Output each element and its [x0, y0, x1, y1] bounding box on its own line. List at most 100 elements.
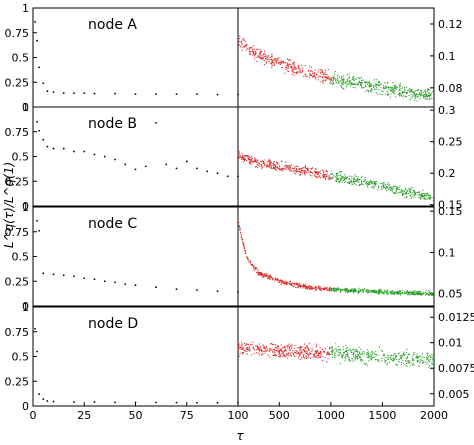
right-data-point	[256, 352, 258, 354]
node-label: node D	[88, 316, 138, 332]
right-data-point	[316, 176, 318, 178]
right-data-point	[373, 185, 375, 187]
right-data-point	[242, 154, 244, 157]
right-data-point	[284, 348, 286, 350]
right-data-point	[344, 291, 347, 293]
right-data-point	[348, 76, 350, 78]
right-y-tick-label: 0.05	[438, 288, 463, 301]
right-data-point	[239, 346, 241, 349]
right-data-point	[250, 263, 252, 266]
node-label: node C	[88, 216, 137, 232]
right-data-point	[317, 354, 320, 357]
right-data-point	[346, 176, 348, 178]
right-data-point	[304, 348, 306, 350]
right-data-point	[339, 352, 341, 354]
right-data-point	[412, 91, 414, 94]
right-data-point	[252, 160, 254, 162]
right-data-point	[423, 357, 425, 359]
right-data-point	[368, 180, 370, 183]
right-data-point	[346, 352, 349, 354]
right-data-point	[387, 94, 389, 97]
right-data-point	[309, 285, 311, 287]
right-data-point	[355, 356, 357, 358]
right-data-point	[347, 355, 349, 358]
right-data-point	[359, 355, 361, 357]
right-data-point	[372, 186, 374, 188]
right-data-point	[403, 91, 405, 94]
right-data-point	[396, 290, 399, 293]
right-data-point	[278, 282, 280, 284]
right-data-point	[304, 165, 307, 168]
right-data-point	[304, 351, 307, 353]
right-data-point	[413, 190, 415, 192]
right-data-point	[403, 351, 405, 353]
right-data-point	[309, 65, 311, 67]
right-data-point	[341, 181, 343, 183]
right-data-point	[293, 68, 295, 71]
right-x-tick-label: 100	[228, 409, 249, 422]
right-data-point	[431, 294, 433, 296]
right-data-point	[276, 62, 278, 64]
left-data-point	[93, 92, 96, 95]
right-data-point	[301, 349, 303, 352]
right-data-point	[428, 290, 430, 292]
right-data-point	[351, 83, 353, 85]
right-data-point	[281, 61, 283, 63]
right-data-point	[260, 160, 262, 162]
right-data-point	[394, 358, 396, 360]
right-data-point	[262, 275, 265, 278]
right-data-point	[426, 357, 428, 359]
right-data-point	[432, 294, 434, 296]
right-data-point	[331, 290, 333, 292]
right-data-point	[271, 60, 273, 62]
right-data-point	[299, 349, 301, 351]
left-data-point	[36, 219, 38, 222]
right-data-point	[315, 285, 317, 287]
right-data-point	[331, 83, 334, 85]
right-data-point	[320, 351, 322, 353]
right-data-point	[321, 69, 323, 71]
right-data-point	[399, 354, 401, 357]
right-data-point	[358, 346, 360, 348]
right-data-point	[244, 250, 246, 252]
right-data-point	[248, 347, 251, 349]
right-data-point	[341, 356, 344, 358]
left-data-point	[52, 400, 55, 403]
right-data-point	[361, 358, 363, 361]
right-data-point	[342, 179, 344, 182]
right-data-point	[337, 351, 339, 353]
right-data-point	[369, 90, 372, 92]
right-data-point	[426, 96, 428, 98]
right-data-point	[346, 292, 349, 294]
right-data-point	[366, 356, 368, 358]
right-data-point	[337, 172, 339, 175]
left-data-point	[216, 290, 219, 293]
right-data-point	[243, 244, 245, 246]
right-data-point	[419, 362, 421, 364]
right-data-point	[361, 182, 363, 184]
right-data-point	[349, 360, 351, 362]
right-data-point	[253, 53, 255, 55]
right-data-point	[394, 291, 396, 293]
right-data-point	[398, 94, 400, 96]
right-data-point	[239, 46, 241, 48]
right-data-point	[323, 171, 325, 173]
right-data-point	[344, 357, 346, 359]
right-data-point	[286, 70, 288, 72]
right-data-point	[306, 356, 308, 358]
right-data-point	[376, 88, 378, 90]
right-data-point	[431, 363, 434, 365]
right-data-point	[267, 349, 269, 351]
right-data-point	[387, 186, 389, 188]
right-data-point	[401, 194, 404, 196]
right-data-point	[351, 289, 353, 291]
right-data-point	[331, 351, 333, 354]
left-data-point	[237, 175, 239, 178]
right-data-point	[398, 92, 400, 94]
right-data-point	[390, 186, 392, 188]
right-data-point	[377, 354, 379, 357]
right-data-point	[413, 354, 415, 356]
right-data-point	[404, 293, 407, 295]
left-data-point	[237, 93, 239, 96]
left-data-point	[196, 401, 198, 404]
